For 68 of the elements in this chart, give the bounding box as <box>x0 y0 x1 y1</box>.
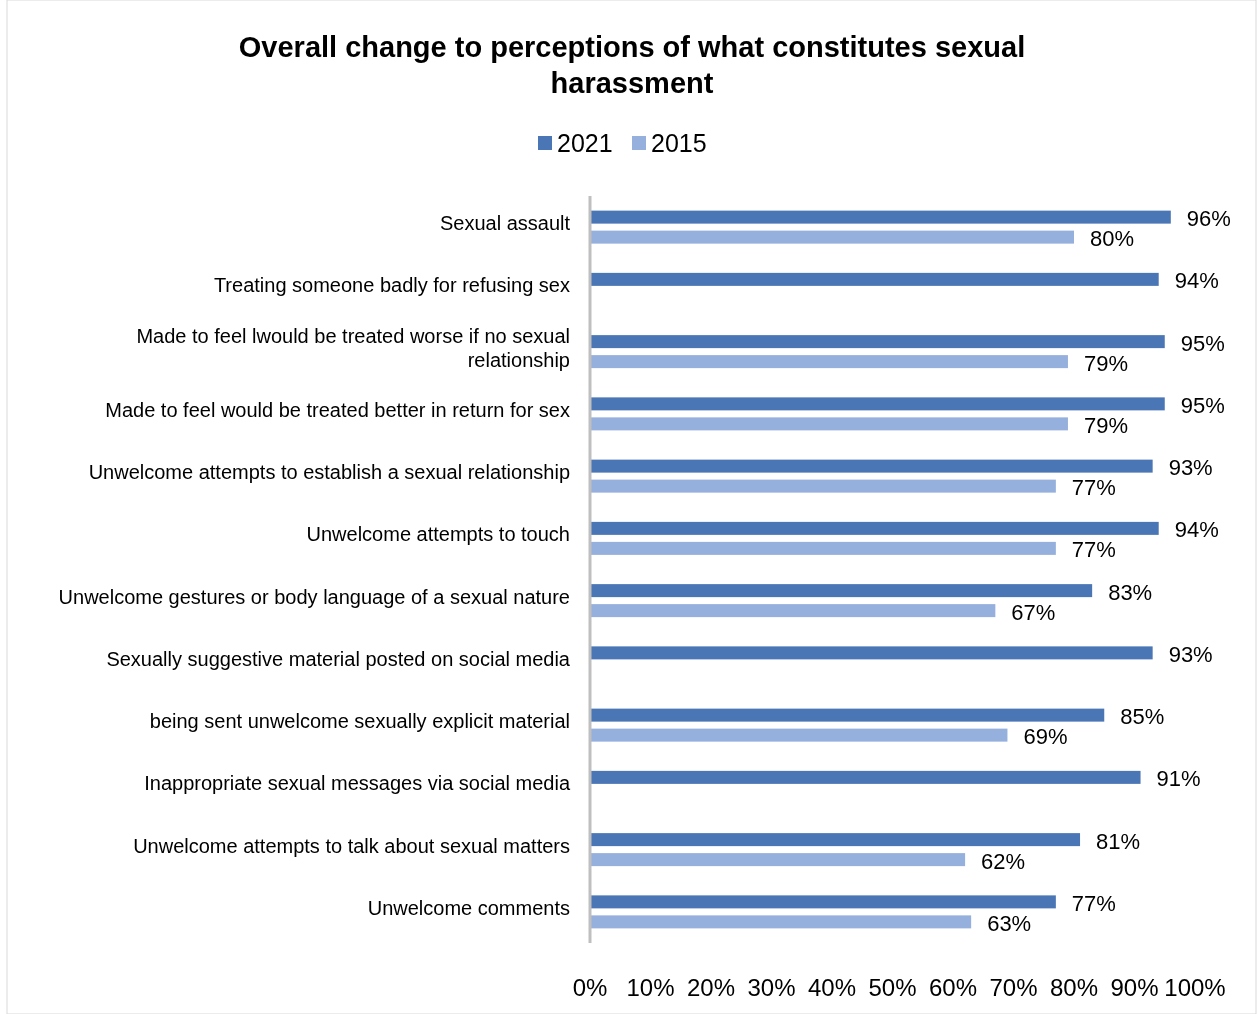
x-tick-label: 0% <box>572 974 608 1001</box>
bar <box>590 479 1056 493</box>
bar <box>590 915 972 929</box>
data-label: 67% <box>1011 599 1056 625</box>
y-tick-label: Inappropriate sexual messages via social media <box>144 772 571 795</box>
data-label: 77% <box>1071 890 1116 916</box>
data-label: 93% <box>1168 641 1213 667</box>
x-tick-label: 80% <box>1049 974 1099 1001</box>
data-label: 95% <box>1180 330 1225 356</box>
x-tick-label: 50% <box>868 974 917 1001</box>
bar <box>590 230 1074 244</box>
bar <box>590 708 1105 722</box>
bar <box>590 584 1093 598</box>
y-tick-label: Made to feel lwould be treated worse if no sexual relationship <box>136 324 570 371</box>
y-tick-label: Treating someone badly for refusing sex <box>213 274 570 297</box>
data-label: 69% <box>1023 724 1068 750</box>
bar <box>590 541 1056 555</box>
y-tick-label: Unwelcome gestures or body language of a sexual nature <box>58 585 570 608</box>
y-tick-label: Sexually suggestive material posted on social media <box>106 647 571 670</box>
bar <box>590 833 1081 847</box>
bar <box>590 397 1165 411</box>
legend-label: 2015 <box>651 129 707 157</box>
bar <box>590 210 1171 224</box>
bar <box>590 355 1068 369</box>
x-tick-label: 30% <box>747 974 796 1001</box>
bar <box>590 272 1159 286</box>
y-tick-label: Unwelcome comments <box>367 896 570 919</box>
y-tick-label: Unwelcome attempts to touch <box>306 523 570 546</box>
data-label: 80% <box>1090 226 1135 252</box>
data-label: 77% <box>1071 475 1116 501</box>
data-label: 79% <box>1083 350 1128 376</box>
x-tick-label: 90% <box>1110 974 1159 1001</box>
x-tick-label: 60% <box>928 974 978 1001</box>
y-tick-label: Unwelcome attempts to talk about sexual matters <box>133 834 570 857</box>
x-tick-label: 40% <box>807 974 857 1001</box>
data-label: 94% <box>1174 517 1219 543</box>
bar <box>590 853 966 867</box>
y-tick-label: Sexual assault <box>439 212 571 235</box>
bar <box>590 770 1141 784</box>
data-label: 93% <box>1168 455 1213 481</box>
data-label: 77% <box>1071 537 1116 563</box>
data-label: 81% <box>1096 828 1141 854</box>
x-tick-label: 100% <box>1164 974 1226 1001</box>
data-label: 63% <box>987 910 1032 936</box>
data-label: 62% <box>981 848 1026 874</box>
data-label: 79% <box>1083 412 1128 438</box>
bar <box>590 459 1153 473</box>
y-tick-label: Unwelcome attempts to establish a sexual relationship <box>88 461 570 484</box>
y-tick-label: Made to feel would be treated better in return for sex <box>105 398 570 421</box>
data-label: 83% <box>1108 579 1153 605</box>
data-label: 95% <box>1180 392 1225 418</box>
bar <box>590 604 996 618</box>
data-label: 85% <box>1120 704 1165 730</box>
legend-label: 2021 <box>557 129 613 157</box>
y-tick-label: being sent unwelcome sexually explicit material <box>149 710 570 733</box>
bar <box>590 335 1165 349</box>
data-label: 94% <box>1174 268 1219 294</box>
data-label: 96% <box>1186 206 1231 232</box>
x-tick-label: 20% <box>686 974 736 1001</box>
bar <box>590 417 1068 431</box>
bar <box>590 646 1153 660</box>
x-tick-label: 10% <box>626 974 675 1001</box>
chart-title: Overall change to perceptions of what constitutes sexual harassment <box>238 31 1026 99</box>
bar <box>590 521 1159 535</box>
bar <box>590 728 1008 742</box>
data-label: 91% <box>1156 766 1201 792</box>
bar <box>590 895 1056 909</box>
x-tick-label: 70% <box>989 974 1038 1001</box>
